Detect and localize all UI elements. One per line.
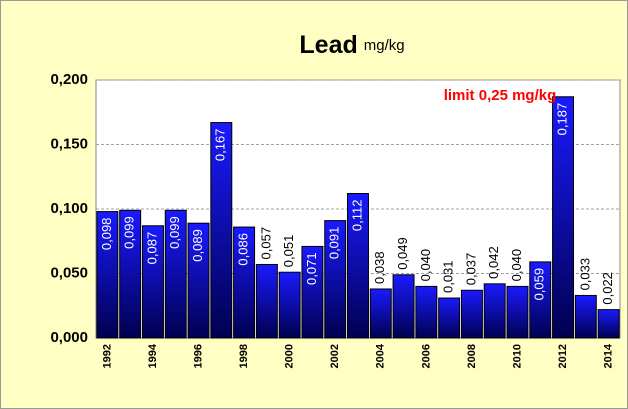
chart-title: Lead [299,31,357,59]
x-tick-label: 1998 [238,344,250,368]
value-label: 0,086 [236,233,251,266]
x-tick-label: 2010 [511,344,523,368]
value-label: 0,167 [213,129,228,162]
bar [347,193,369,339]
bar [529,261,552,339]
value-label: 0,037 [463,253,478,286]
bar [255,263,278,339]
value-label: 0,089 [190,229,205,262]
bar [164,209,187,339]
x-tick-label: 1994 [147,343,159,368]
value-label: 0,059 [532,268,547,301]
x-tick-label: 2012 [557,344,569,368]
value-label: 0,033 [577,258,592,291]
bar [506,285,529,339]
value-label: 0,049 [395,237,410,270]
value-label: 0,022 [600,272,615,305]
value-label: 0,042 [486,246,501,279]
value-label: 0,099 [167,216,182,249]
value-label: 0,040 [509,249,524,282]
y-tick-label: 0,150 [50,135,88,152]
annotation: limit 0,25 mg/kg [444,87,557,104]
bar [187,222,210,339]
x-tick-label: 1992 [101,344,113,368]
y-tick-label: 0,000 [50,329,88,346]
x-tick-label: 2014 [603,343,615,368]
value-label: 0,040 [418,249,433,282]
x-tick-label: 2002 [329,344,341,368]
bar [574,294,597,339]
y-tick-label: 0,200 [50,71,88,88]
bar [96,211,119,339]
value-label: 0,187 [554,103,569,136]
x-tick-label: 2000 [284,344,296,368]
x-tick-label: 2008 [466,344,478,368]
value-label: 0,099 [122,216,137,249]
value-label: 0,087 [144,232,159,265]
value-label: 0,031 [441,260,456,293]
bar [460,289,483,339]
y-tick-label: 0,100 [50,200,88,217]
value-label: 0,071 [304,252,319,285]
value-label: 0,112 [349,200,364,232]
value-label: 0,091 [327,227,342,260]
y-tick-label: 0,050 [50,264,88,281]
bar [392,274,415,339]
value-label: 0,098 [99,218,114,251]
bar [552,96,575,339]
chart-title-group: Lead mg/kg [299,31,404,59]
x-tick-label: 2006 [420,344,432,368]
value-label: 0,051 [281,235,296,268]
value-label: 0,038 [372,251,387,284]
value-label: 0,057 [258,227,273,260]
chart-subtitle: mg/kg [364,37,405,54]
bar [324,220,347,339]
bar [119,209,142,339]
bar [369,288,392,339]
bar [438,297,461,339]
bar [597,309,620,339]
bar [233,226,256,339]
bar [210,122,233,339]
x-tick-label: 1996 [192,344,204,368]
x-tick-label: 2004 [375,343,387,368]
bar [483,283,506,339]
bar [278,271,301,339]
bar [141,225,164,339]
bar [301,245,324,339]
bar [415,285,438,339]
